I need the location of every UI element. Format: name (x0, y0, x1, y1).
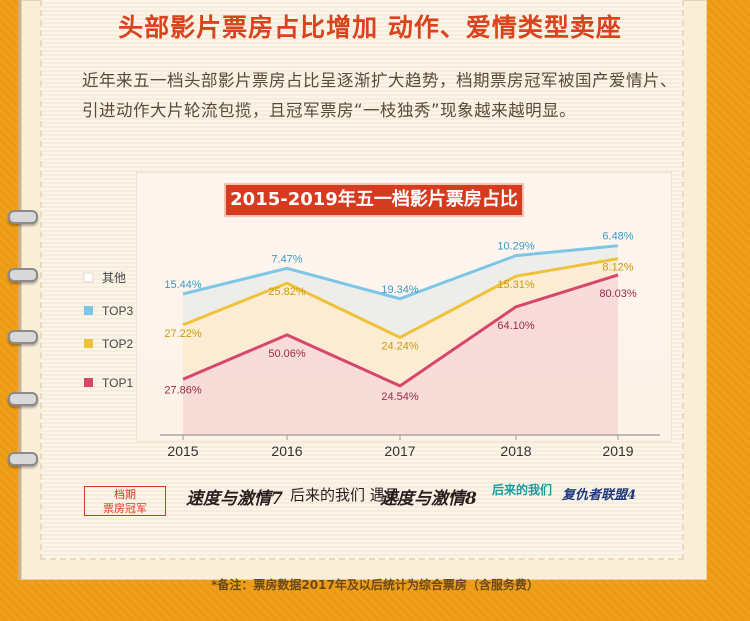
x-tick-label: 2017 (384, 443, 415, 459)
chart-legend: 其他 TOP3 TOP2 TOP1 (83, 271, 133, 390)
binder-ring (8, 330, 38, 344)
binder-ring (8, 210, 38, 224)
data-label-top2: 15.31% (497, 279, 535, 291)
data-label-top1: 24.54% (381, 391, 419, 403)
legend-swatch (83, 272, 94, 283)
data-label-top1: 64.10% (497, 320, 535, 332)
data-label-top3: 19.34% (381, 284, 419, 296)
chart-title: 2015-2019年五一档影片票房占比 (224, 183, 524, 217)
legend-swatch (84, 339, 93, 348)
binder-ring (8, 268, 38, 282)
data-label-top3: 10.29% (497, 241, 535, 253)
champion-label: 档期 票房冠军 (84, 486, 166, 516)
legend-label: TOP3 (102, 304, 133, 318)
binder-ring (8, 452, 38, 466)
series-line-top3 (182, 244, 619, 301)
legend-label: 其他 (102, 271, 126, 285)
data-label-top3: 7.47% (271, 253, 302, 265)
area-top3 (183, 245, 618, 338)
x-tick-label: 2016 (271, 443, 302, 459)
area-other (183, 235, 618, 299)
data-label-top1: 80.03% (599, 288, 637, 300)
legend-swatch (84, 306, 93, 315)
headline: 头部影片票房占比增加 动作、爱情类型卖座 (118, 13, 622, 42)
film-logo-2019: 复仇者联盟4 (562, 488, 637, 503)
champion-label-line2: 票房冠军 (103, 502, 147, 515)
area-top2 (183, 258, 618, 386)
area-top1 (183, 274, 618, 435)
footnote: *备注：票房数据2017年及以后统计为综合票房（含服务费） (211, 578, 539, 592)
data-label-top3: 15.44% (164, 279, 202, 291)
film-logo-2015: 速度与激情7 (186, 489, 283, 509)
chart-lines: 27.86% 50.06% 24.54% 64.10% 80.03% 27.22% 25.8… (164, 231, 637, 435)
data-label-top2: 25.82% (268, 286, 306, 298)
film-logo-2016: 后来的我们 遇见 (290, 486, 400, 504)
series-line-top1 (182, 273, 619, 388)
legend-swatch (84, 378, 93, 387)
series-line-top2 (182, 257, 619, 339)
body-text: 近年来五一档头部影片票房占比呈逐渐扩大趋势，档期票房冠军被国产爱情片、引进动作大… (82, 71, 677, 120)
film-logo-2017: 速度与激情8 (380, 489, 477, 509)
x-axis: 2015 2016 2017 2018 2019 (160, 434, 660, 459)
legend-label: TOP2 (102, 337, 133, 351)
champion-label-line1: 档期 (114, 488, 136, 501)
data-label-top1: 27.86% (164, 384, 202, 396)
data-label-top3: 6.48% (602, 231, 633, 243)
data-label-top2: 8.12% (602, 262, 633, 274)
data-label-top2: 24.24% (381, 340, 419, 352)
x-tick-label: 2018 (500, 443, 531, 459)
data-label-top1: 50.06% (268, 348, 306, 360)
legend-label: TOP1 (102, 376, 133, 390)
x-tick-label: 2019 (602, 443, 633, 459)
film-logo-2018: 后来的我们 (492, 483, 553, 497)
binder-ring (8, 392, 38, 406)
data-label-top2: 27.22% (164, 328, 202, 340)
x-tick-label: 2015 (167, 443, 198, 459)
